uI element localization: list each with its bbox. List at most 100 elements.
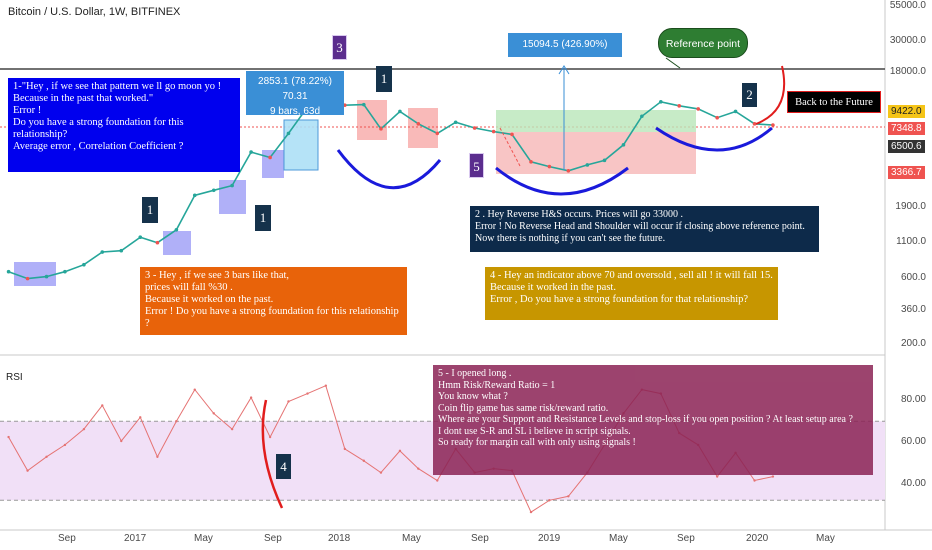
rsi-point (306, 392, 309, 395)
rsi-point (287, 400, 290, 403)
rsi-point (249, 396, 253, 399)
price-point (602, 158, 607, 163)
price-point (249, 150, 253, 154)
price-point (361, 102, 366, 107)
arc-left-shoulder (336, 149, 442, 190)
rsi-tick-label: 40.00 (900, 478, 926, 489)
rsi-tick-label: 60.00 (900, 436, 926, 447)
measure-arrowhead (558, 65, 570, 75)
price-point (547, 164, 552, 169)
price-point (6, 269, 11, 274)
callout-pointer (665, 57, 681, 69)
price-point (435, 131, 440, 136)
price-point (640, 114, 644, 119)
price-point (696, 107, 701, 111)
price-tag-current-high: 9422.0 (888, 105, 925, 118)
x-tick-label: 2019 (538, 533, 561, 544)
y-tick-label: 1100.0 (896, 236, 926, 247)
price-point (119, 248, 124, 253)
price-point (230, 183, 234, 188)
marker-2: 2 (742, 83, 757, 107)
zone-measure (283, 119, 319, 171)
price-point (771, 123, 775, 127)
rsi-point (715, 475, 719, 478)
rsi-point (753, 479, 756, 482)
rsi-tick-label: 80.00 (900, 394, 926, 405)
price-tag-last: 7348.8 (888, 122, 925, 135)
rsi-point (7, 435, 10, 439)
price-point (211, 188, 216, 193)
note-reverse-hs-error: 2 . Hey Reverse H&S occurs. Prices will … (470, 206, 819, 252)
price-point (659, 99, 663, 104)
price-point (585, 163, 590, 167)
price-point (63, 269, 67, 274)
price-point (174, 228, 179, 232)
marker-1-left: 1 (142, 197, 158, 223)
y-tick-label: 360.0 (900, 304, 926, 315)
rsi-point (362, 459, 365, 462)
measure-tooltip-left-line2: 9 bars, 63d (269, 106, 321, 117)
arc-head (495, 166, 629, 196)
zone-target (496, 110, 696, 132)
price-point (25, 276, 30, 281)
price-point (192, 193, 197, 198)
rsi-point (175, 420, 178, 423)
rsi-point (101, 404, 104, 407)
price-point (752, 122, 757, 126)
arc-rsi (261, 399, 284, 509)
price-point (398, 109, 402, 114)
marker-1-right: 1 (376, 66, 392, 92)
price-point (286, 131, 291, 136)
rsi-point (82, 427, 86, 431)
price-tag-low: 3366.7 (888, 166, 925, 179)
note-indicator-error: 4 - Hey an indicator above 70 and overso… (485, 267, 778, 320)
measure-tooltip-left: 2853.1 (78.22%) 70.31 9 bars, 63d (246, 71, 344, 117)
rsi-point (45, 455, 48, 458)
rsi-point (139, 416, 142, 419)
marker-3: 3 (332, 35, 347, 60)
price-line (8, 84, 773, 280)
rsi-point (529, 510, 533, 514)
label-back-to-future: Back to the Future 4 (787, 91, 881, 123)
rsi-pane-label: RSI (6, 372, 23, 383)
note-pattern-error: 1-"Hey , if we see that pattern we ll go… (8, 78, 240, 172)
rsi-point (268, 435, 272, 439)
y-tick-label: 55000.0 (889, 0, 926, 11)
zone-consolidation (14, 262, 56, 286)
marker-4: 4 (276, 454, 291, 479)
x-tick-label: Sep (264, 533, 282, 544)
rsi-point (26, 469, 29, 472)
price-point (268, 155, 272, 160)
rsi-point (156, 455, 159, 458)
price-point (472, 126, 477, 130)
rsi-point (379, 471, 383, 474)
arc-projection (755, 65, 786, 125)
measure-tooltip-left-line1: 2853.1 (78.22%) 70.31 (258, 76, 332, 102)
price-point (491, 129, 496, 134)
zone-shoulder (408, 108, 438, 148)
note-three-bars-error: 3 - Hey , if we see 3 bars like that, pr… (140, 267, 407, 335)
x-tick-label: May (609, 533, 628, 544)
zone-stop (496, 132, 696, 174)
price-point (715, 115, 719, 120)
rsi-point (417, 467, 420, 470)
price-point (453, 120, 458, 125)
rsi-point (436, 479, 439, 482)
arc-right-shoulder (655, 126, 773, 152)
rsi-point (120, 439, 123, 443)
rsi-point (548, 499, 551, 502)
marker-5: 5 (469, 153, 484, 178)
price-point (621, 143, 626, 147)
marker-1-mid: 1 (255, 205, 271, 231)
price-point (529, 160, 533, 164)
x-tick-label: May (816, 533, 835, 544)
rsi-point (324, 384, 328, 387)
price-point (379, 127, 383, 131)
y-tick-label: 200.0 (900, 338, 926, 349)
price-point (566, 168, 571, 173)
y-tick-label: 600.0 (900, 272, 926, 283)
zone-shoulder (357, 100, 387, 140)
rsi-point (343, 447, 347, 451)
price-point (677, 104, 682, 108)
note-risk-reward: 5 - I opened long . Hmm Risk/Reward Rati… (433, 365, 873, 475)
